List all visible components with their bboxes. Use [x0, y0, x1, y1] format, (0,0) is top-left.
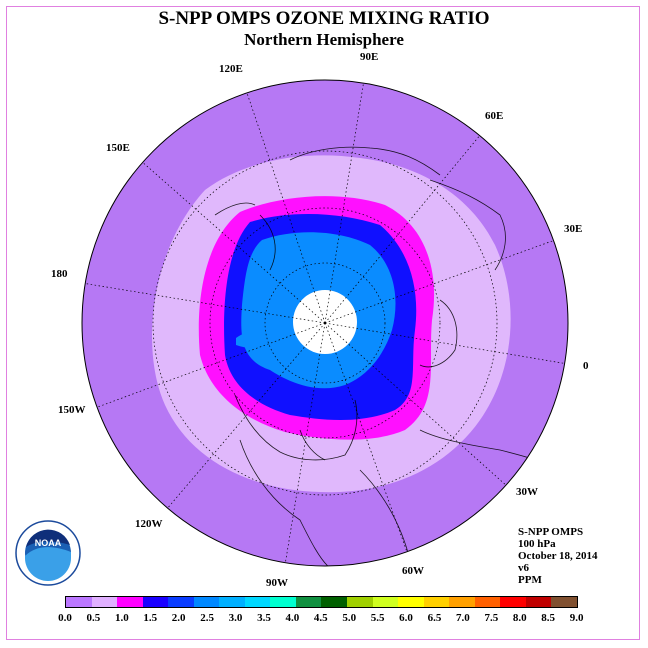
- colorbar: [65, 596, 578, 608]
- colorbar-swatch: [474, 597, 501, 607]
- lon-label-150e: 150E: [106, 142, 130, 154]
- info-instrument: S-NPP OMPS: [518, 526, 584, 538]
- colorbar-tick-label: 4.5: [313, 612, 328, 624]
- map-border: [81, 79, 569, 567]
- colorbar-swatch: [193, 597, 220, 607]
- lon-label-0: 0: [583, 360, 589, 372]
- map-title: S-NPP OMPS OZONE MIXING RATIO: [158, 8, 490, 29]
- info-block: S-NPP OMPS 100 hPa October 18, 2014 v6 P…: [518, 526, 598, 586]
- colorbar-swatch: [117, 597, 143, 607]
- colorbar-swatch: [142, 597, 169, 607]
- colorbar-tick-label: 2.5: [200, 612, 214, 624]
- zone-mid-blue-lobe: [236, 331, 272, 349]
- colorbar-tick-label: 1.0: [114, 612, 129, 624]
- colorbar-tick-label: 3.5: [257, 612, 271, 624]
- colorbar-tick-label: 9.0: [569, 612, 584, 624]
- map-subtitle: Northern Hemisphere: [244, 30, 404, 49]
- noaa-logo: NOAA: [15, 520, 81, 586]
- colorbar-swatch: [372, 597, 399, 607]
- colorbar-swatch: [168, 597, 194, 607]
- colorbar-tick-label: 0.5: [86, 612, 101, 624]
- colorbar-tick-label: 7.0: [456, 612, 470, 624]
- colorbar-swatch: [347, 597, 373, 607]
- colorbar-swatch: [244, 597, 271, 607]
- colorbar-tick-label: 5.5: [370, 612, 385, 624]
- colorbar-swatch: [551, 597, 577, 607]
- colorbar-swatch: [270, 597, 296, 607]
- info-units: PPM: [518, 574, 542, 586]
- lon-label-120w: 120W: [135, 518, 163, 530]
- graticule: [82, 80, 568, 566]
- colorbar-tick-label: 8.5: [541, 612, 556, 624]
- info-version: v6: [518, 562, 529, 574]
- info-level: 100 hPa: [518, 538, 556, 550]
- colorbar-tick-label: 2.0: [171, 612, 186, 624]
- lon-label-90w: 90W: [266, 577, 288, 589]
- colorbar-tick-label: 7.5: [484, 612, 499, 624]
- lon-label-180: 180: [51, 268, 68, 280]
- colorbar-tick-label: 5.0: [342, 612, 357, 624]
- colorbar-tick-label: 6.5: [427, 612, 442, 624]
- colorbar-tick-label: 8.0: [512, 612, 527, 624]
- info-date: October 18, 2014: [518, 550, 598, 562]
- colorbar-swatch: [500, 597, 526, 607]
- colorbar-swatch: [398, 597, 424, 607]
- colorbar-swatch: [321, 597, 348, 607]
- colorbar-swatch: [525, 597, 552, 607]
- colorbar-swatch: [423, 597, 450, 607]
- lon-label-120e: 120E: [219, 63, 243, 75]
- plot-frame: [6, 6, 640, 640]
- lon-label-30e: 30E: [564, 223, 583, 235]
- colorbar-tick-label: 1.5: [143, 612, 158, 624]
- colorbar-swatch: [295, 597, 322, 607]
- colorbar-swatch: [449, 597, 475, 607]
- colorbar-tick-label: 6.0: [399, 612, 413, 624]
- lon-label-90e: 90E: [360, 51, 379, 63]
- lon-label-150w: 150W: [58, 404, 86, 416]
- lon-label-60w: 60W: [402, 565, 424, 577]
- colorbar-swatch: [91, 597, 118, 607]
- lon-label-60e: 60E: [485, 110, 504, 122]
- colorbar-tick-label: 3.0: [228, 612, 243, 624]
- colorbar-swatch: [66, 597, 92, 607]
- colorbar-tick-label: 4.0: [285, 612, 300, 624]
- colorbar-tick-label: 0.0: [58, 612, 72, 624]
- lon-label-30w: 30W: [516, 486, 538, 498]
- colorbar-swatch: [219, 597, 245, 607]
- noaa-logo-text: NOAA: [35, 538, 62, 548]
